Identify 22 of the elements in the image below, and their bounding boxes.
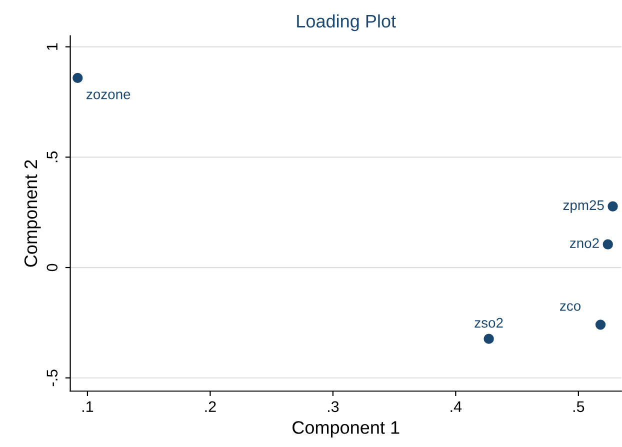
x-tick-label: .1 bbox=[82, 401, 94, 412]
annotation: zso2 bbox=[474, 318, 503, 328]
y-tick-label: 0 bbox=[46, 264, 58, 272]
annotation: zco bbox=[560, 303, 580, 311]
y-tick-label: 1 bbox=[46, 43, 58, 50]
chart-title: Loading Plot bbox=[297, 14, 396, 32]
point bbox=[595, 320, 606, 330]
x-tick-label: .5 bbox=[573, 401, 584, 412]
annotation: zozone bbox=[86, 92, 130, 100]
point bbox=[608, 201, 618, 212]
annotation: zno2 bbox=[570, 238, 599, 248]
point bbox=[602, 239, 613, 250]
y-axis-title: Component 2 bbox=[24, 160, 41, 267]
point bbox=[72, 72, 83, 84]
x-tick-label: .4 bbox=[450, 401, 462, 412]
x-axis-title: Component 1 bbox=[292, 421, 400, 438]
annotation: zpm25 bbox=[563, 200, 604, 213]
x-tick-label: .2 bbox=[205, 401, 216, 412]
y-tick-label: -.5 bbox=[46, 370, 58, 386]
y-tick-label: .5 bbox=[46, 151, 58, 162]
point bbox=[484, 334, 494, 344]
x-tick-label: .3 bbox=[328, 401, 339, 412]
